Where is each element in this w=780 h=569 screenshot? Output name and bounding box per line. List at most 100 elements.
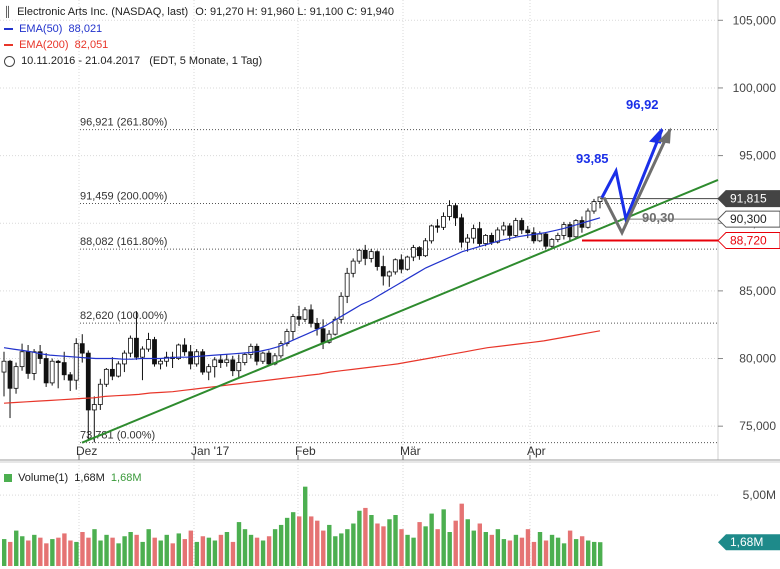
candle-body [404, 256, 410, 270]
candle-body [441, 216, 446, 228]
candle-body [320, 328, 326, 343]
volume-bar [483, 532, 489, 566]
volume-bar [333, 536, 338, 566]
volume-bar [549, 534, 555, 566]
legend-ema200: EMA(200) 82,051 [4, 37, 394, 53]
candle-body [555, 235, 561, 240]
volume-bar [525, 529, 531, 566]
candle-body [549, 239, 555, 247]
candle-body [483, 235, 489, 244]
volume-bar [98, 540, 103, 566]
volume-bar [573, 539, 579, 566]
volume-bar [303, 486, 308, 566]
candle-body [513, 220, 519, 236]
fib-levels: 96,921 (261.80%) 91,459 (200.00%) 88,082 (… [80, 117, 718, 444]
volume-bar [278, 524, 284, 566]
blue-arrowhead [649, 127, 662, 144]
volume-bar [188, 530, 194, 566]
candle-body [146, 339, 151, 350]
chart-type-icon: ║ [4, 7, 12, 18]
volume-bar [447, 532, 452, 566]
candles [1, 196, 603, 443]
candle-body [525, 229, 531, 234]
ema50-swatch [4, 28, 13, 31]
volume-bar [44, 543, 49, 566]
volume-bar [260, 540, 266, 566]
candle-body [465, 237, 470, 243]
volume-bar [435, 529, 440, 566]
volume-bar [134, 534, 139, 566]
fib-level-label: 88,082 (161.80%) [80, 236, 167, 248]
fib-level-label: 73,781 (0.00%) [80, 430, 155, 442]
chart-legend: ║ Electronic Arts Inc. (NASDAQ, last) O:… [4, 4, 394, 69]
volume-bar [375, 523, 380, 566]
volume-bar [369, 515, 374, 566]
candle-body [489, 235, 495, 243]
volume-bar [315, 520, 320, 566]
candle-body [350, 260, 356, 274]
x-tick-label: Mär [400, 444, 421, 458]
volume-bar [230, 541, 236, 566]
volume-bar [92, 529, 97, 566]
volume-bar [146, 529, 151, 566]
volume-bar [80, 532, 85, 566]
volume-bar [387, 519, 392, 566]
candle-body [585, 210, 591, 228]
volume-bar [537, 532, 543, 566]
volume-bar [38, 537, 43, 566]
volume-bar [8, 541, 13, 566]
gray-projection-path [602, 128, 672, 237]
volume-bar [164, 534, 169, 566]
candle-body [61, 362, 67, 376]
gray-arrowhead [658, 127, 671, 144]
volume-bar [110, 537, 115, 566]
volume-bar [62, 533, 67, 566]
volume-bar [32, 534, 37, 566]
candle-body [519, 220, 525, 231]
chart-title: Electronic Arts Inc. (NASDAQ, last) [17, 6, 189, 18]
period-line: 10.11.2016 - 21.04.2017 (EDT, 5 Monate, … [4, 53, 394, 69]
candle-body [115, 363, 121, 377]
volume-bar [194, 541, 200, 566]
candle-body [290, 316, 296, 332]
volume-bar [363, 507, 368, 566]
volume-bar [345, 529, 350, 566]
candle-body [218, 359, 224, 363]
volume-bar [501, 539, 507, 566]
volume-bar [152, 537, 157, 566]
price-axis: Dez Jan '17 Feb Mär Apr 75,000 80,000 85,000 90,… [76, 13, 776, 458]
candle-body [248, 345, 254, 355]
candle-body [429, 225, 434, 242]
y-tick-label: 100,000 [733, 81, 777, 95]
ema50-label: EMA(50) [19, 23, 63, 35]
candle-body [49, 360, 55, 384]
period-range: 10.11.2016 - 21.04.2017 [21, 55, 141, 67]
candle-body [591, 201, 597, 212]
volume-bar [284, 517, 290, 566]
y-tick-label: 95,000 [739, 149, 776, 163]
volume-bar [489, 534, 495, 566]
candle-body [194, 351, 200, 365]
candle-body [109, 368, 115, 377]
volume-legend: Volume(1) 1,68M 1,68M [4, 472, 141, 484]
candle-body [224, 359, 230, 363]
candle-body [410, 247, 416, 258]
candle-body [182, 344, 188, 353]
candle-body [296, 316, 302, 320]
candle-body [260, 352, 266, 362]
candle-body [236, 362, 242, 372]
fib-level-label: 96,921 (261.80%) [80, 117, 167, 129]
y-tick-label: 80,000 [739, 352, 776, 366]
volume-bar [176, 533, 181, 566]
legend-ema50: EMA(50) 88,021 [4, 21, 394, 37]
candle-body [19, 351, 25, 368]
y-tick-label: 105,000 [733, 13, 777, 27]
candle-body [314, 322, 320, 330]
candle-body [435, 225, 440, 228]
volume-bar [74, 541, 79, 566]
volume-bar [116, 543, 121, 566]
candle-body [495, 229, 501, 243]
candle-body [73, 343, 79, 381]
volume-bar [417, 522, 422, 566]
volume-value-2: 1,68M [110, 472, 142, 484]
